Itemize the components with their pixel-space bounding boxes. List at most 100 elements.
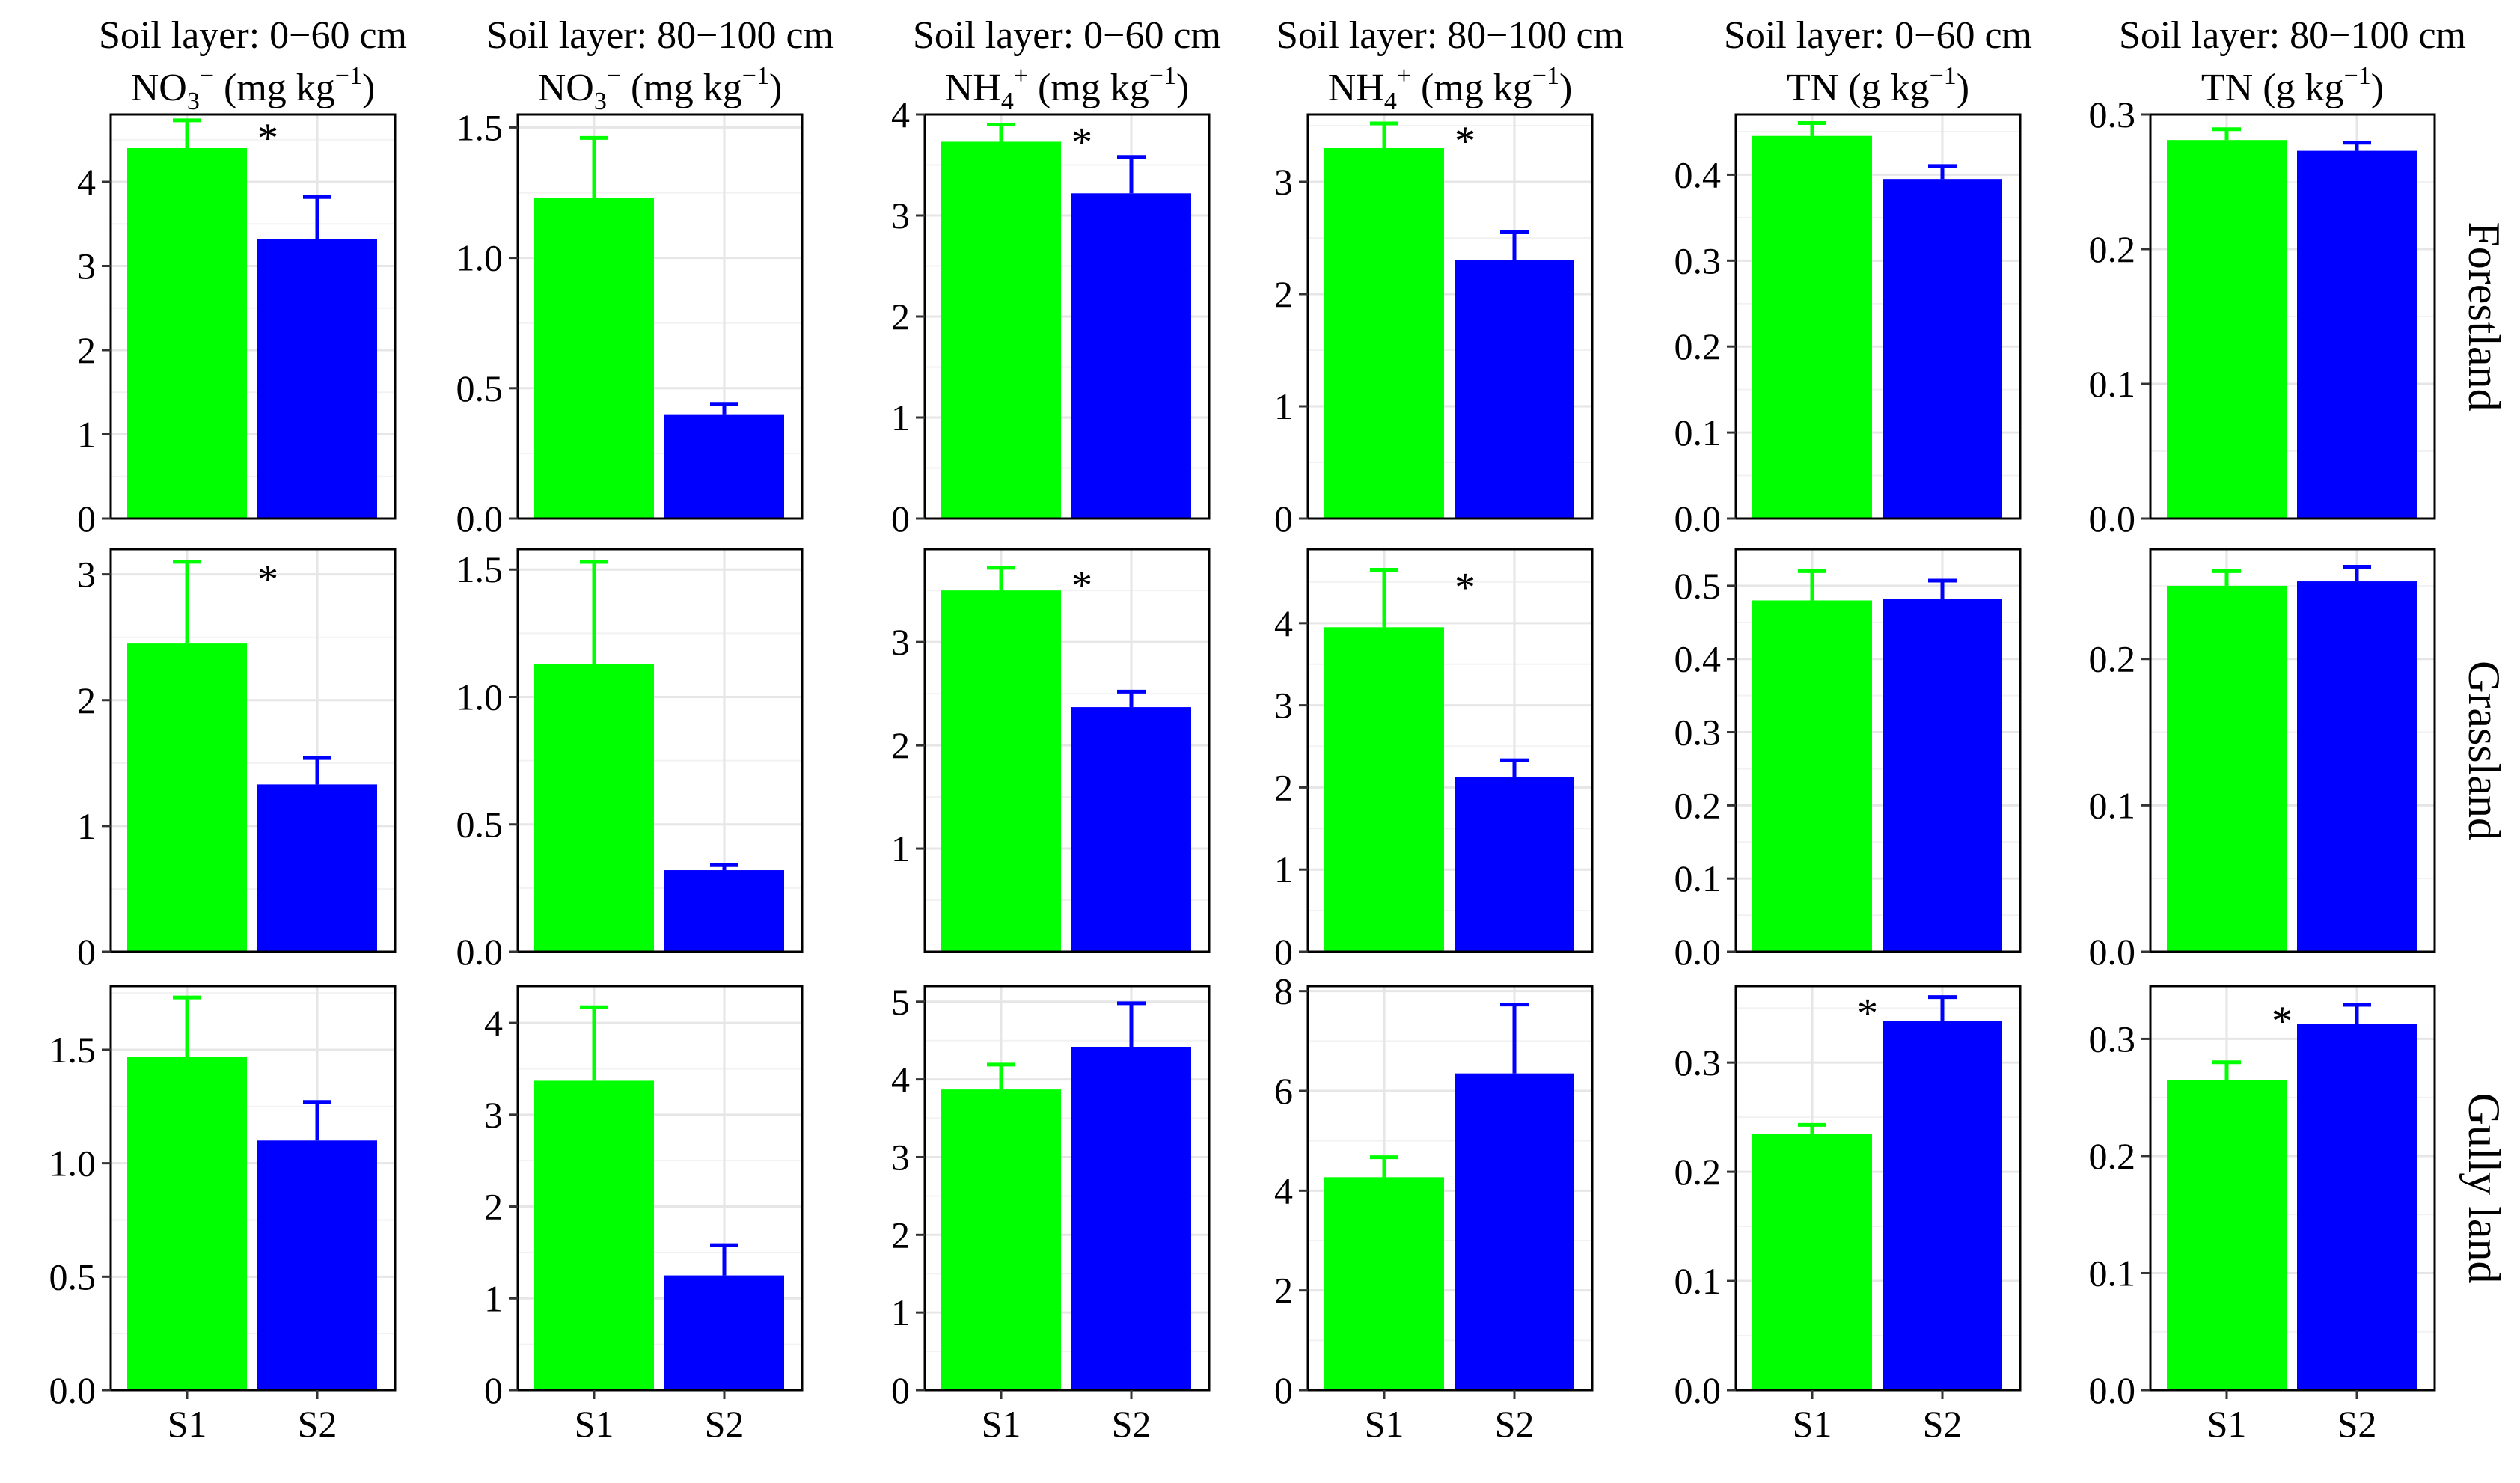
x-tick-label: S1: [2207, 1403, 2247, 1445]
panel: 0.0 0.1 0.2 0.3: [2089, 94, 2436, 539]
panel-border: [1734, 548, 2022, 953]
bar-s2: [257, 239, 377, 519]
significance-mark: *: [1071, 563, 1092, 609]
bar-s1: [127, 1057, 247, 1390]
panel: * 0 1 2 3 4: [1274, 548, 1594, 973]
panel: * 0.0 0.1 0.2 0.3 S1 S2: [2089, 985, 2436, 1445]
significance-mark: *: [1455, 564, 1475, 611]
y-tick-label: 1.5: [456, 548, 504, 590]
y-tick-label: 0.1: [2089, 363, 2136, 405]
bar-s2: [2297, 1024, 2417, 1390]
panel: * 0 1 2 3 4: [891, 94, 1211, 539]
x-tick-label: S2: [1495, 1403, 1535, 1445]
y-tick-label: 3: [77, 245, 96, 287]
header-soil-layer: Soil layer: 80−100 cm: [2119, 14, 2466, 57]
bar-s2: [664, 1275, 784, 1390]
header-soil-layer: Soil layer: 0−60 cm: [913, 14, 1221, 57]
significance-mark: *: [1071, 120, 1092, 166]
y-tick-label: 1: [1274, 385, 1293, 427]
y-tick-label: 0: [77, 931, 96, 973]
y-tick-label: 4: [1274, 1169, 1293, 1211]
panel: 0.0 0.5 1.0 1.5: [456, 548, 804, 973]
y-tick-label: 0.0: [1675, 1369, 1722, 1411]
bar-s2: [2297, 581, 2417, 952]
y-tick-label: 2: [891, 724, 910, 766]
panel: 0 2 4 6 8 S1 S2: [1274, 970, 1594, 1445]
y-tick-label: 0.4: [1675, 153, 1722, 195]
y-tick-label: 0.3: [1675, 239, 1722, 281]
x-tick-label: S1: [575, 1403, 614, 1445]
panel-border: [516, 985, 804, 1392]
y-tick-label: 0.0: [1675, 931, 1722, 973]
y-tick-label: 3: [484, 1094, 503, 1136]
y-tick-label: 4: [891, 94, 910, 135]
x-tick-label: S2: [298, 1403, 337, 1445]
bar-s1: [941, 1089, 1061, 1390]
panel-border: [109, 548, 397, 953]
y-tick-label: 4: [484, 1002, 503, 1044]
y-tick-label: 0.3: [2089, 94, 2136, 135]
x-tick-label: S2: [1112, 1403, 1152, 1445]
header-quantity: TN (g kg−1): [2201, 62, 2384, 109]
y-tick-label: 2: [484, 1186, 503, 1228]
panel: 0.0 0.1 0.2 0.3 0.4 0.5: [1675, 548, 2022, 973]
column-headers: Soil layer: 0−60 cm NO3− (mg kg−1) Soil la…: [99, 14, 2466, 115]
y-tick-label: 0.0: [2089, 1369, 2136, 1411]
bar-s2: [1883, 179, 2002, 519]
y-tick-label: 1: [484, 1277, 503, 1319]
panel-border: [2149, 548, 2436, 953]
header-soil-layer: Soil layer: 0−60 cm: [99, 14, 407, 57]
significance-mark: *: [257, 115, 278, 162]
x-tick-label: S1: [982, 1403, 1021, 1445]
x-tick-label: S1: [168, 1403, 207, 1445]
y-tick-label: 4: [77, 161, 96, 203]
y-tick-label: 0.0: [456, 931, 504, 973]
y-tick-label: 0.1: [1675, 857, 1722, 899]
x-tick-label: S1: [1793, 1403, 1832, 1445]
y-tick-label: 0.0: [456, 498, 504, 539]
y-tick-label: 3: [891, 195, 910, 236]
x-tick-label: S2: [2337, 1403, 2377, 1445]
y-tick-label: 6: [1274, 1070, 1293, 1112]
bar-s2: [1455, 777, 1574, 952]
header-quantity: NO3− (mg kg−1): [538, 62, 783, 115]
y-tick-label: 0.5: [456, 367, 504, 409]
y-tick-label: 0.3: [1675, 1042, 1722, 1083]
bar-s2: [1455, 1073, 1574, 1390]
row-strip-labels: Forestland Grassland Gully land: [2459, 221, 2509, 1283]
y-tick-label: 0.1: [1675, 1260, 1722, 1302]
panel: 0.0 0.5 1.0 1.5 S1 S2: [49, 985, 397, 1445]
panel-border: [2149, 985, 2436, 1392]
y-tick-label: 0.4: [1675, 638, 1722, 680]
bar-s1: [941, 141, 1061, 519]
panel-border: [1734, 985, 2022, 1392]
bar-s1: [1752, 1134, 1872, 1390]
bar-s1: [534, 664, 654, 952]
bar-s2: [1071, 1047, 1191, 1390]
y-tick-label: 2: [1274, 1270, 1293, 1312]
row-label: Gully land: [2459, 1093, 2509, 1284]
y-tick-label: 1.0: [456, 237, 504, 279]
panel-border: [1306, 548, 1594, 953]
y-tick-label: 2: [77, 329, 96, 371]
y-tick-label: 0.0: [2089, 931, 2136, 973]
y-tick-label: 0.2: [1675, 784, 1722, 826]
bar-s2: [1071, 193, 1191, 519]
header-quantity: NH4+ (mg kg−1): [945, 62, 1190, 115]
y-tick-label: 8: [1274, 970, 1293, 1012]
y-tick-label: 2: [1274, 766, 1293, 808]
row-label: Grassland: [2459, 661, 2509, 840]
y-tick-label: 0: [891, 1369, 910, 1411]
header-quantity: NO3− (mg kg−1): [131, 62, 376, 115]
bar-s2: [1455, 260, 1574, 519]
y-tick-label: 0.1: [2089, 1252, 2136, 1294]
y-tick-label: 1: [77, 414, 96, 456]
y-tick-label: 3: [1274, 685, 1293, 727]
bar-s2: [257, 784, 377, 952]
panel-border: [1306, 113, 1594, 520]
y-tick-label: 0.2: [1675, 1151, 1722, 1193]
y-tick-label: 0.0: [49, 1369, 97, 1411]
significance-mark: *: [2272, 998, 2293, 1045]
